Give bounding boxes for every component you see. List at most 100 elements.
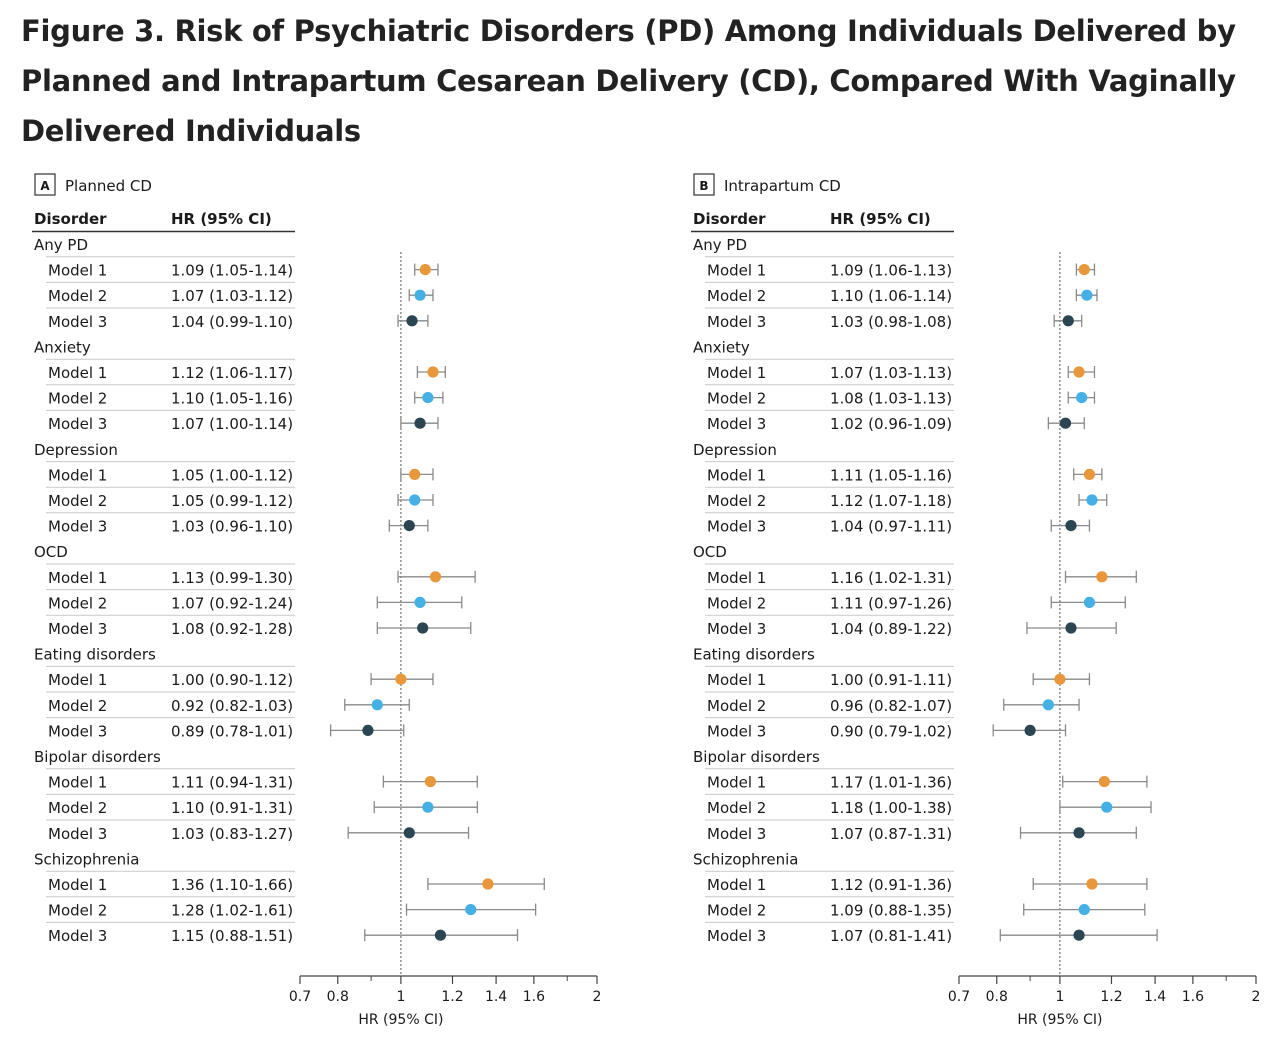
- hr-point: [1076, 392, 1088, 404]
- x-tick-label: 1: [1055, 989, 1064, 1005]
- model-label: Model 2: [48, 799, 107, 817]
- hr-ci-label: 1.07 (0.81-1.41): [830, 927, 952, 945]
- model-label: Model 2: [707, 287, 766, 305]
- hr-ci-label: 1.04 (0.97-1.11): [830, 518, 952, 536]
- hr-ci-label: 1.02 (0.96-1.09): [830, 415, 952, 433]
- hr-ci-label: 1.00 (0.91-1.11): [830, 671, 952, 689]
- hr-ci-label: 1.11 (0.94-1.31): [171, 774, 293, 792]
- hr-point: [1098, 776, 1110, 788]
- x-tick-label: 0.8: [327, 989, 349, 1005]
- group-label: Bipolar disorders: [34, 748, 161, 766]
- x-tick-label: 0.8: [986, 989, 1008, 1005]
- model-label: Model 3: [48, 518, 107, 536]
- hr-ci-label: 1.10 (1.05-1.16): [171, 390, 293, 408]
- hr-point: [1083, 596, 1096, 609]
- hr-ci-label: 1.12 (1.07-1.18): [830, 492, 952, 510]
- model-label: Model 3: [707, 313, 766, 331]
- hr-point: [414, 417, 426, 429]
- hr-ci-label: 1.08 (0.92-1.28): [171, 620, 293, 638]
- model-label: Model 1: [707, 364, 766, 382]
- hr-ci-label: 1.16 (1.02-1.31): [830, 569, 952, 587]
- hr-point: [1065, 622, 1077, 634]
- model-label: Model 1: [707, 876, 766, 894]
- x-tick-label: 1.2: [441, 989, 463, 1005]
- model-label: Model 1: [707, 262, 766, 280]
- hr-ci-label: 0.92 (0.82-1.03): [171, 697, 293, 715]
- x-tick-label: 2: [593, 989, 602, 1005]
- hr-ci-label: 1.04 (0.89-1.22): [830, 620, 952, 638]
- group-label: Anxiety: [34, 338, 91, 356]
- model-label: Model 2: [48, 902, 107, 920]
- model-label: Model 3: [707, 722, 766, 740]
- model-label: Model 2: [707, 697, 766, 715]
- group-label: Eating disorders: [34, 646, 156, 664]
- group-label: Schizophrenia: [34, 850, 139, 868]
- hr-point: [1073, 929, 1085, 941]
- hr-point: [1083, 468, 1096, 480]
- hr-point: [414, 289, 426, 301]
- hr-point: [1086, 494, 1098, 506]
- model-label: Model 2: [707, 799, 766, 817]
- hr-ci-label: 1.28 (1.02-1.61): [171, 902, 293, 920]
- model-label: Model 1: [48, 364, 107, 382]
- hr-ci-label: 1.13 (0.99-1.30): [171, 569, 293, 587]
- model-label: Model 1: [707, 774, 766, 792]
- hr-point: [1078, 904, 1090, 916]
- hr-point: [409, 468, 421, 480]
- hr-point: [419, 264, 431, 276]
- group-label: Any PD: [34, 236, 88, 254]
- x-tick-label: 1.6: [523, 989, 545, 1005]
- hr-ci-label: 1.10 (1.06-1.14): [830, 287, 952, 305]
- hr-ci-label: 1.03 (0.83-1.27): [171, 825, 293, 843]
- hr-ci-label: 1.00 (0.90-1.12): [171, 671, 293, 689]
- x-tick-label: 1.6: [1182, 989, 1204, 1005]
- hr-point: [1078, 264, 1090, 276]
- panel-b: B Intrapartum CD Disorder HR (95% CI) Any PD…: [691, 173, 1261, 1028]
- x-axis-label: HR (95% CI): [1017, 1012, 1102, 1028]
- hr-point: [1024, 724, 1036, 737]
- hr-ci-label: 1.05 (1.00-1.12): [171, 466, 293, 484]
- hr-ci-label: 1.07 (1.03-1.12): [171, 287, 293, 305]
- group-label: Bipolar disorders: [693, 748, 820, 766]
- hr-ci-label: 1.09 (0.88-1.35): [830, 902, 952, 920]
- hr-ci-label: 1.09 (1.05-1.14): [171, 262, 293, 280]
- hr-ci-label: 0.89 (0.78-1.01): [171, 722, 293, 740]
- hr-ci-label: 1.05 (0.99-1.12): [171, 492, 293, 510]
- group-label: Any PD: [693, 236, 747, 254]
- hr-ci-label: 1.07 (0.87-1.31): [830, 825, 952, 843]
- group-label: Depression: [34, 441, 118, 459]
- model-label: Model 2: [707, 902, 766, 920]
- model-label: Model 1: [48, 774, 107, 792]
- hr-point: [1086, 878, 1098, 890]
- hr-ci-label: 1.17 (1.01-1.36): [830, 774, 952, 792]
- hr-ci-label: 1.18 (1.00-1.38): [830, 799, 952, 817]
- x-tick-label: 1.4: [485, 989, 507, 1005]
- column-header-hr: HR (95% CI): [171, 210, 272, 228]
- group-label: Schizophrenia: [693, 850, 798, 868]
- model-label: Model 3: [48, 415, 107, 433]
- x-tick-label: 2: [1252, 989, 1261, 1005]
- group-label: Anxiety: [693, 338, 750, 356]
- group-label: Eating disorders: [693, 646, 815, 664]
- hr-point: [371, 699, 383, 711]
- hr-ci-label: 1.07 (1.00-1.14): [171, 415, 293, 433]
- hr-ci-label: 1.03 (0.98-1.08): [830, 313, 952, 331]
- hr-ci-label: 1.11 (1.05-1.16): [830, 466, 952, 484]
- model-label: Model 3: [48, 927, 107, 945]
- model-label: Model 1: [48, 262, 107, 280]
- panel-letter-box: [34, 173, 56, 196]
- model-label: Model 3: [48, 313, 107, 331]
- hr-point: [1073, 366, 1085, 378]
- hr-ci-label: 1.03 (0.96-1.10): [171, 518, 293, 536]
- hr-ci-label: 1.10 (0.91-1.31): [171, 799, 293, 817]
- model-label: Model 1: [707, 569, 766, 587]
- group-label: OCD: [34, 543, 68, 561]
- model-label: Model 1: [48, 466, 107, 484]
- model-label: Model 1: [48, 671, 107, 689]
- figure-title: Figure 3. Risk of Psychiatric Disorders …: [21, 14, 1236, 148]
- hr-point: [1081, 289, 1093, 301]
- hr-point: [417, 622, 429, 634]
- hr-point: [1054, 673, 1066, 685]
- panel-letter: B: [699, 179, 708, 193]
